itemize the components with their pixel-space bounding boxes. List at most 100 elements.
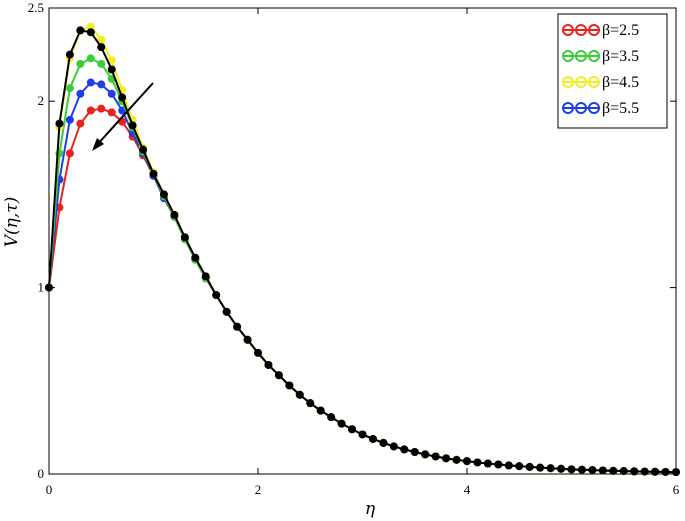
data-point [483,459,492,468]
data-point [65,50,74,59]
data-point [222,307,231,316]
data-point [254,348,262,357]
data-point [504,461,513,470]
legend-marker [562,102,574,114]
legend-item: β=2.5 [562,22,639,39]
y-axis-label: V(η,τ) [2,197,22,248]
data-point [118,93,127,102]
data-point [201,272,210,281]
data-point [76,89,85,98]
data-point [86,22,95,31]
data-point [400,445,409,454]
legend: β=2.5 β=3.5 β=4.5 β=5.5 [557,13,668,129]
data-point [327,413,336,422]
data-point [243,335,252,344]
data-point [577,465,586,474]
series-0 [45,104,680,477]
data-point [65,149,74,158]
data-point [619,467,628,476]
data-point [316,406,325,415]
legend-marker [562,24,574,36]
data-point [567,465,576,474]
legend-marker [575,50,587,62]
data-point [191,253,200,262]
legend-label: β=5.5 [602,100,639,117]
data-point [274,371,283,380]
data-point [515,462,524,471]
data-point [525,462,534,471]
data-point [452,455,461,464]
data-point [159,190,168,199]
y-tick-label: 0 [38,466,45,481]
data-point [233,322,242,331]
data-point [107,89,116,98]
data-point [139,145,148,154]
x-tick-label: 6 [673,482,680,497]
data-point [86,28,95,37]
series-layer [45,22,680,477]
data-point [389,442,398,451]
data-point [640,467,649,476]
data-point [557,464,566,473]
data-point [180,233,189,242]
data-point [86,54,95,63]
data-point [295,390,304,399]
legend-marker [588,50,600,62]
data-point [97,80,106,89]
legend-marker [588,102,600,114]
plot-frame [48,7,677,475]
axis-tick-labels: 0 2 4 6 0 1 2 2.5 [28,0,680,497]
data-point [97,43,106,52]
data-point [431,452,440,461]
x-tick-label: 2 [255,482,262,497]
data-point [473,458,482,467]
legend-marker [562,50,574,62]
data-point [442,454,451,463]
x-tick-label: 0 [46,482,53,497]
data-point [45,283,53,292]
legend-marker [575,24,587,36]
data-point [65,115,74,124]
legend-item: β=4.5 [562,74,639,91]
legend-marker [575,102,587,114]
data-point [107,108,116,117]
data-point [97,35,106,44]
data-point [212,291,221,300]
data-point [661,467,670,476]
legend-label: β=3.5 [602,48,639,65]
data-point [76,26,85,35]
data-point [588,466,597,475]
data-point [149,169,158,178]
data-point [76,119,85,128]
series-4 [45,26,680,477]
data-point [536,463,545,472]
data-point [337,419,346,428]
legend-marker [588,24,600,36]
data-point [86,78,95,87]
y-tick-label: 2.5 [28,0,44,15]
data-point [609,466,618,475]
data-point [107,56,116,65]
legend-item: β=3.5 [562,48,639,65]
data-point [494,460,503,469]
data-point [379,438,388,447]
legend-marker [562,76,574,88]
y-tick-label: 1 [38,280,45,295]
series-line [48,81,677,474]
axis-ticks [48,7,677,475]
data-point [97,59,106,68]
legend-item: β=5.5 [562,100,639,117]
data-point [306,399,315,408]
data-point [86,106,95,115]
data-point [264,360,273,369]
data-point [97,104,106,113]
legend-label: β=4.5 [602,74,639,91]
data-point [410,448,419,456]
data-point [285,381,294,390]
data-point [630,467,639,476]
data-point [76,59,85,68]
data-point [463,457,471,466]
data-point [348,425,357,434]
y-tick-label: 2 [38,93,45,108]
